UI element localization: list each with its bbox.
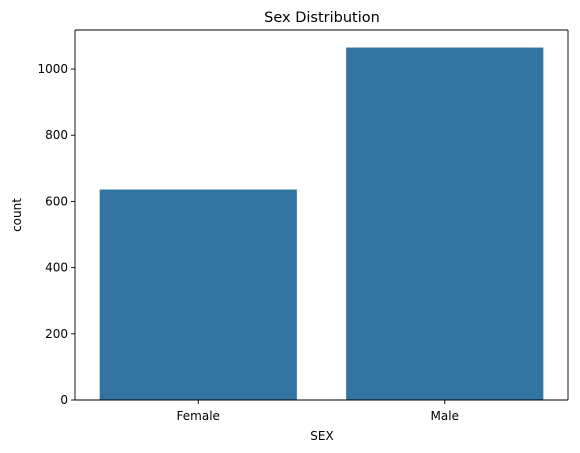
y-tick-label: 400 bbox=[45, 261, 68, 275]
x-tick-label: Female bbox=[177, 409, 220, 423]
bar-female bbox=[99, 189, 297, 400]
y-tick-label: 0 bbox=[60, 393, 68, 407]
x-axis-label: SEX bbox=[310, 429, 333, 443]
y-tick-label: 800 bbox=[45, 128, 68, 142]
y-axis-ticks: 0 200 400 600 800 1000 bbox=[37, 62, 75, 407]
bars-group bbox=[99, 47, 544, 400]
y-tick-label: 600 bbox=[45, 194, 68, 208]
y-axis-label: count bbox=[10, 198, 24, 232]
y-tick-label: 1000 bbox=[37, 62, 68, 76]
y-tick-label: 200 bbox=[45, 327, 68, 341]
chart-title: Sex Distribution bbox=[264, 10, 380, 26]
bar-male bbox=[346, 47, 544, 400]
x-axis-ticks: Female Male bbox=[177, 400, 459, 423]
x-tick-label: Male bbox=[431, 409, 459, 423]
